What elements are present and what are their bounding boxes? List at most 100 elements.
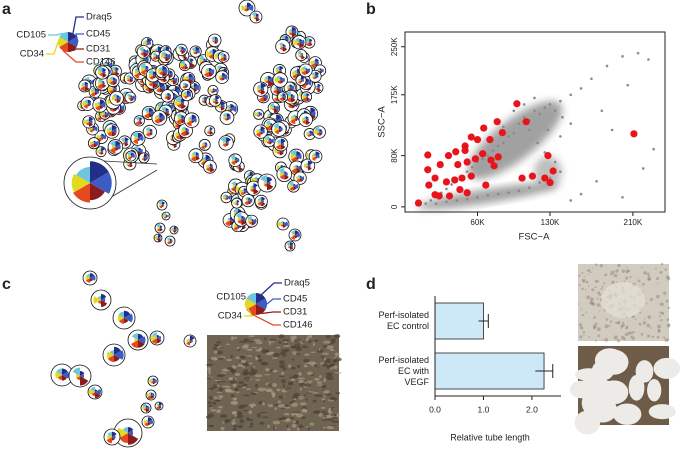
glyph-sector [134, 72, 140, 79]
glyph-sector [115, 70, 118, 73]
micrograph-texture [248, 362, 254, 365]
micrograph-texture [604, 324, 609, 329]
glyph-sector [118, 105, 125, 111]
micrograph-texture [301, 345, 309, 349]
glyph-sector [204, 71, 209, 78]
glyph-sector [98, 148, 102, 152]
glyph-sector [227, 217, 230, 221]
legend-leader [261, 282, 282, 295]
micrograph-texture [227, 386, 231, 388]
glyph-sector [154, 115, 160, 121]
glyph-sector [137, 138, 141, 141]
glyph-sector [319, 132, 323, 136]
glyph-sector [305, 162, 308, 166]
glyph-sector [282, 96, 286, 101]
glyph-sector [295, 235, 298, 239]
glyph-sector [165, 108, 169, 112]
glyph-sector [279, 172, 285, 177]
glyph-sector [260, 175, 267, 183]
glyph-sector [172, 79, 177, 85]
glyph-sector [185, 130, 190, 136]
glyph-sector [173, 144, 177, 148]
micrograph-texture [599, 263, 604, 268]
glyph-sector [170, 238, 173, 241]
glyph-sector [233, 224, 238, 228]
glyph-sector [107, 432, 112, 437]
micrograph-texture [660, 302, 664, 306]
glyph-sector [97, 66, 103, 73]
glyph-sector [253, 17, 256, 20]
glyph-sector [300, 67, 306, 73]
glyph-sector [165, 111, 171, 117]
micrograph-texture [259, 411, 268, 414]
glyph-sector [88, 388, 95, 396]
micrograph-texture [594, 339, 597, 342]
glyph-sector [130, 97, 134, 102]
glyph-sector [317, 83, 321, 88]
micrograph-texture [271, 383, 278, 387]
micrograph-texture [323, 340, 331, 344]
micrograph-texture [615, 321, 618, 324]
glyph-sector [126, 76, 130, 81]
micrograph-texture [236, 391, 240, 394]
scatter-point-gray [543, 106, 547, 109]
glyph-sector [310, 107, 316, 114]
glyph-sector [143, 157, 147, 162]
glyph-sector [156, 87, 161, 93]
glyph-sector [187, 338, 190, 341]
scatter-point-red [452, 148, 460, 156]
glyph-sector [147, 395, 151, 400]
glyph-sector [157, 334, 160, 338]
glyph-sector [167, 95, 172, 101]
micrograph-texture [605, 318, 609, 321]
glyph-sector [73, 183, 90, 203]
glyph-sector [215, 95, 220, 101]
legend-sector [245, 298, 256, 310]
glyph-sector [146, 392, 151, 398]
micrograph-texture [645, 302, 648, 305]
glyph-sector [186, 120, 192, 127]
glyph-sector [168, 103, 174, 110]
glyph-sector [156, 403, 159, 406]
micrograph-texture [325, 358, 331, 362]
micrograph-texture [600, 287, 603, 290]
micrograph-texture [334, 352, 340, 357]
glyph-sector [186, 92, 192, 98]
micrograph-texture [586, 295, 591, 300]
micrograph-texture [322, 352, 329, 355]
micrograph-texture [322, 390, 330, 394]
scatter-point-red [431, 174, 439, 182]
glyph-sector [315, 85, 318, 88]
micrograph-texture [597, 327, 601, 332]
glyph-sector [127, 154, 132, 158]
glyph-sector [287, 87, 290, 91]
glyph-sector [250, 185, 254, 189]
glyph-sector [233, 201, 237, 205]
glyph-sector [276, 150, 280, 155]
micrograph-texture [315, 410, 321, 415]
micrograph-texture [588, 269, 591, 272]
legend-sector [256, 298, 267, 310]
glyph-sector [170, 241, 173, 244]
glyph-sector [170, 136, 174, 140]
micrograph-texture [296, 427, 300, 432]
glyph-sector [312, 74, 316, 78]
glyph-sector [202, 142, 205, 145]
glyph-sector [224, 117, 227, 121]
micrograph-texture [598, 293, 602, 296]
micrograph-texture [578, 283, 581, 287]
micrograph-texture [247, 341, 255, 343]
glyph-sector [109, 76, 114, 81]
legend-label: CD146 [86, 57, 116, 68]
micrograph-texture [282, 339, 290, 342]
glyph-sector [250, 188, 254, 192]
glyph-sector [116, 98, 121, 103]
micrograph-texture [285, 387, 292, 389]
micrograph-texture [228, 390, 236, 393]
micrograph-texture [281, 388, 286, 393]
glyph-sector [172, 77, 178, 83]
scatter-point-gray [579, 87, 583, 90]
glyph-sector [191, 84, 194, 88]
glyph-sector [188, 73, 194, 79]
glyph-sector [301, 117, 306, 122]
